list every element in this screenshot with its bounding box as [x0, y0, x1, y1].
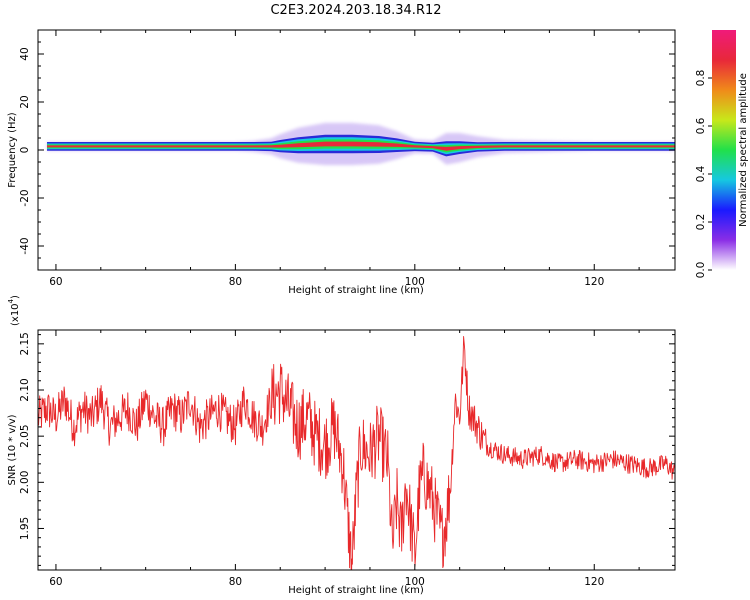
x-tick-label: 60 [49, 276, 62, 288]
colorbar: 0.0 0.2 0.4 0.6 0.8 Normalized spectral ampl… [695, 30, 749, 278]
y-tick-label: 1.95 [19, 517, 31, 540]
y-tick-label: 40 [19, 47, 31, 60]
snr-frame [37, 329, 676, 571]
spectrogram-panel: 60 80 100 120 40 20 0 -20 -40 Height of straight… [7, 29, 676, 296]
x-tick-label: 80 [229, 276, 242, 288]
x-tick-label: 60 [49, 576, 62, 588]
ridge-core [47, 141, 675, 151]
snr-x-label: Height of straight line (km) [288, 585, 424, 596]
y-tick-label: 2.15 [19, 332, 31, 355]
colorbar-tick-label: 0.8 [695, 70, 707, 87]
colorbar-ticks: 0.0 0.2 0.4 0.6 0.8 [695, 70, 712, 279]
svg-text:(x104): (x104) [7, 295, 21, 326]
x-tick-label: 120 [584, 276, 604, 288]
x-tick-label: 100 [405, 276, 425, 288]
y-tick-label: -40 [19, 237, 31, 254]
colorbar-label: Normalized spectral amplitude [738, 73, 749, 227]
x-tick-label: 120 [584, 576, 604, 588]
spectrogram-ticks: 60 80 100 120 40 20 0 -20 -40 [19, 29, 675, 288]
y-tick-label: -20 [19, 189, 31, 206]
snr-multiplier-exp: 4 [7, 298, 15, 303]
snr-multiplier: (x104) [7, 295, 21, 326]
snr-y-label: SNR (10 * v/v) [7, 414, 18, 485]
spectrogram-x-label: Height of straight line (km) [288, 285, 424, 296]
y-tick-label: 2.10 [19, 378, 31, 401]
snr-multiplier-base: (x10 [10, 303, 21, 326]
spectrogram-y-label: Frequency (Hz) [7, 112, 18, 188]
colorbar-gradient [712, 30, 736, 270]
y-tick-label: 2.05 [19, 424, 31, 447]
x-tick-label: 80 [229, 576, 242, 588]
y-tick-label: 0 [19, 147, 31, 154]
colorbar-tick-label: 0.0 [695, 262, 707, 279]
heatmap-layer [47, 122, 675, 166]
y-tick-label: 20 [19, 95, 31, 108]
x-tick-label: 100 [405, 576, 425, 588]
snr-series-line [38, 336, 675, 570]
colorbar-tick-label: 0.4 [695, 165, 707, 182]
colorbar-tick-label: 0.2 [695, 214, 707, 231]
snr-ticks: 60 80 100 120 1.95 2.00 2.05 2.10 2.15 [19, 330, 675, 588]
y-tick-label: 2.00 [19, 471, 31, 494]
snr-panel: 60 80 100 120 1.95 2.00 2.05 2.10 2.15 Height of… [7, 295, 676, 596]
figure-title: C2E3.2024.203.18.34.R12 [270, 3, 441, 18]
colorbar-tick-label: 0.6 [695, 117, 707, 134]
snr-multiplier-close: ) [10, 295, 21, 299]
